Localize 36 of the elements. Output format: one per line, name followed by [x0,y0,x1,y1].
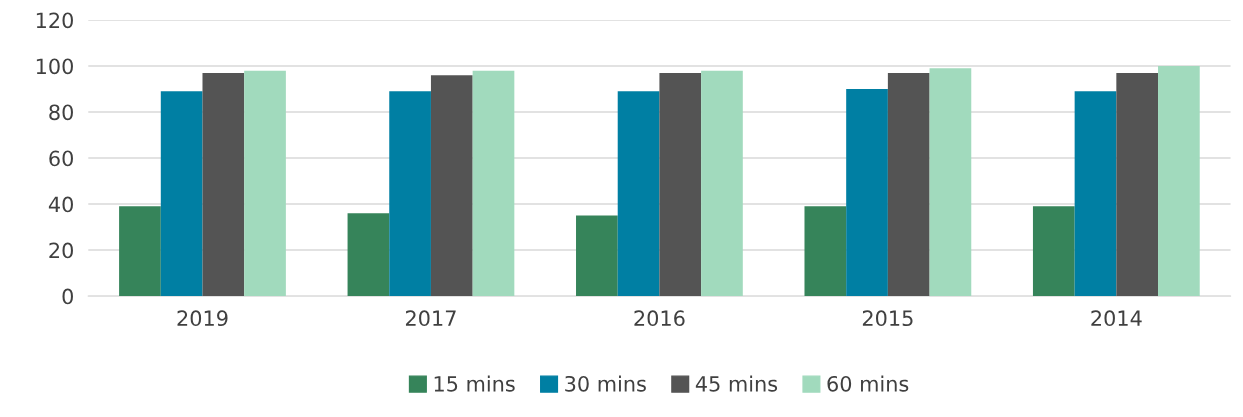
bar [119,206,161,297]
y-tick-label: 100 [36,58,73,75]
bar [617,91,660,297]
bar [1116,72,1159,297]
bar [929,68,972,297]
y-tick-label: 40 [48,196,73,213]
y-tick-label: 0 [62,288,73,305]
x-tick-label: 2017 [405,310,456,327]
legend-label: 30 mins [565,375,646,392]
bar [887,72,930,297]
bar [804,206,847,297]
bar [244,70,286,297]
bar [347,213,390,297]
bar [1074,91,1117,297]
legend-label: 45 mins [695,375,778,392]
bar [202,72,245,297]
y-tick-label: 80 [49,104,73,121]
y-tick-label: 120 [36,12,73,29]
x-tick-label: 2016 [634,310,685,327]
y-tick-label: 20 [49,242,73,259]
bar [701,70,743,297]
x-tick-label: 2014 [1091,310,1142,327]
bar [1032,206,1075,297]
x-tick-label: 2019 [177,310,228,327]
bar [430,75,473,297]
legend-label: 60 mins [827,375,909,392]
bar [576,215,618,297]
bar [472,70,515,297]
bar [846,89,888,297]
x-tick-label: 2015 [862,310,913,327]
bar [389,91,431,297]
bar [659,72,702,297]
y-tick-label: 60 [49,150,73,167]
legend-label: 15 mins [434,375,515,392]
bar [160,91,203,297]
bar [1158,66,1200,297]
